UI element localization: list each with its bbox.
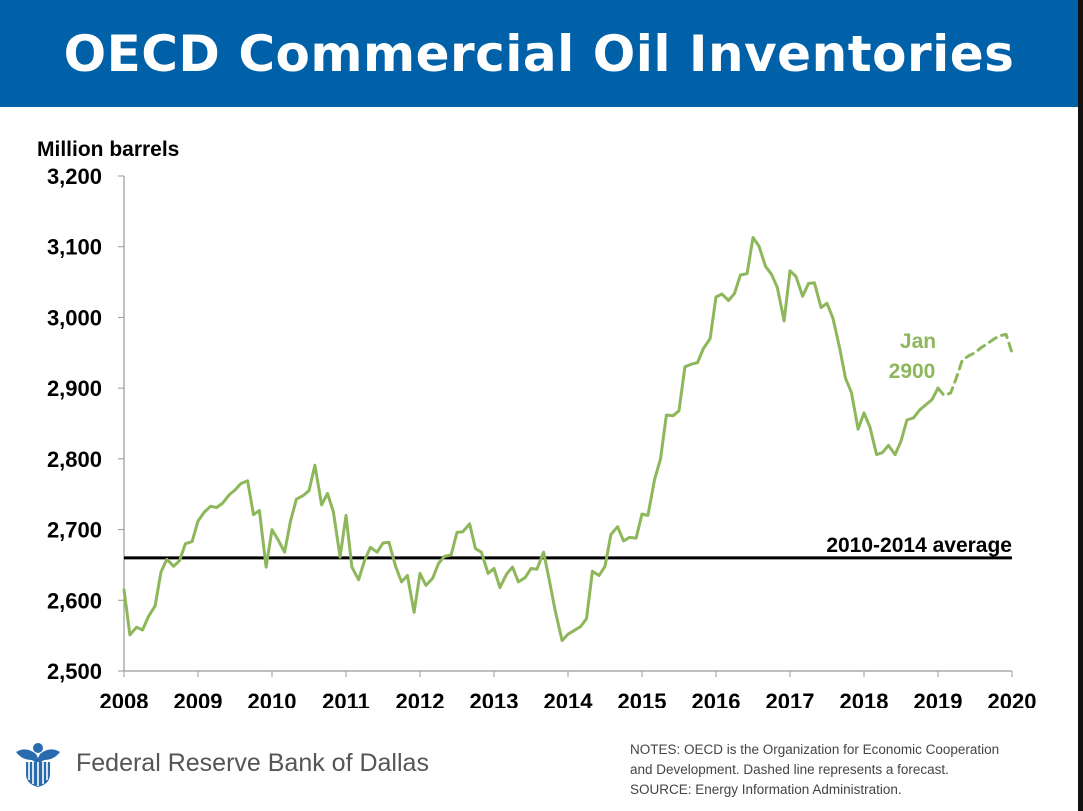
x-tick-label: 2011 [322, 689, 370, 708]
y-ticks: 2,500 2,600 2,700 2,800 2,900 3,000 3,100 3,200 [47, 164, 124, 684]
annotations: Jan 2900 [889, 330, 936, 383]
x-tick-label: 2013 [470, 689, 519, 708]
chart-notes: NOTES: OECD is the Organization for Econ… [630, 740, 999, 800]
annotation-value: 2900 [889, 360, 936, 383]
y-axis-label: Million barrels [37, 138, 179, 161]
org-name: Federal Reserve Bank of Dallas [76, 748, 429, 777]
y-tick-label: 3,000 [47, 305, 102, 330]
x-ticks: 2008 2009 2010 2011 2012 2013 2014 2015 2016 2017… [100, 671, 1037, 708]
chart-axes [123, 176, 1012, 672]
notes-line: and Development. Dashed line represents … [630, 762, 949, 777]
annotation-month: Jan [900, 330, 936, 353]
average-label: 2010-2014 average [826, 534, 1012, 557]
y-tick-label: 2,600 [47, 588, 102, 613]
x-tick-label: 2010 [248, 689, 297, 708]
x-tick-label: 2019 [914, 689, 963, 708]
window-edge [1078, 0, 1083, 811]
x-tick-label: 2015 [618, 689, 667, 708]
y-tick-label: 3,200 [47, 164, 102, 189]
forecast-series-line [936, 332, 1014, 397]
x-tick-label: 2017 [766, 689, 815, 708]
x-tick-label: 2014 [544, 689, 594, 708]
y-tick-label: 2,700 [47, 518, 102, 543]
x-tick-label: 2009 [174, 689, 223, 708]
x-tick-label: 2012 [396, 689, 445, 708]
y-tick-label: 3,100 [47, 235, 102, 260]
x-tick-label: 2016 [692, 689, 741, 708]
notes-line: NOTES: OECD is the Organization for Econ… [630, 742, 1000, 757]
x-tick-label: 2018 [840, 689, 889, 708]
footer-branding: Federal Reserve Bank of Dallas [14, 738, 429, 788]
series-group [122, 236, 1014, 643]
x-tick-label: 2008 [100, 689, 149, 708]
eagle-seal-icon [16, 743, 60, 787]
actual-series-line [122, 236, 940, 643]
reference-lines: 2010-2014 average [124, 534, 1012, 560]
x-tick-label: 2020 [988, 689, 1037, 708]
y-tick-label: 2,900 [47, 376, 102, 401]
notes-line: SOURCE: Energy Information Administratio… [630, 782, 902, 797]
line-chart: Million barrels 2,500 2,600 2,700 2,800 2,90… [37, 138, 1037, 708]
y-tick-label: 2,800 [47, 447, 102, 472]
y-tick-label: 2,500 [47, 659, 102, 684]
title-banner: OECD Commercial Oil Inventories [0, 0, 1078, 107]
page-title: OECD Commercial Oil Inventories [63, 24, 1015, 83]
